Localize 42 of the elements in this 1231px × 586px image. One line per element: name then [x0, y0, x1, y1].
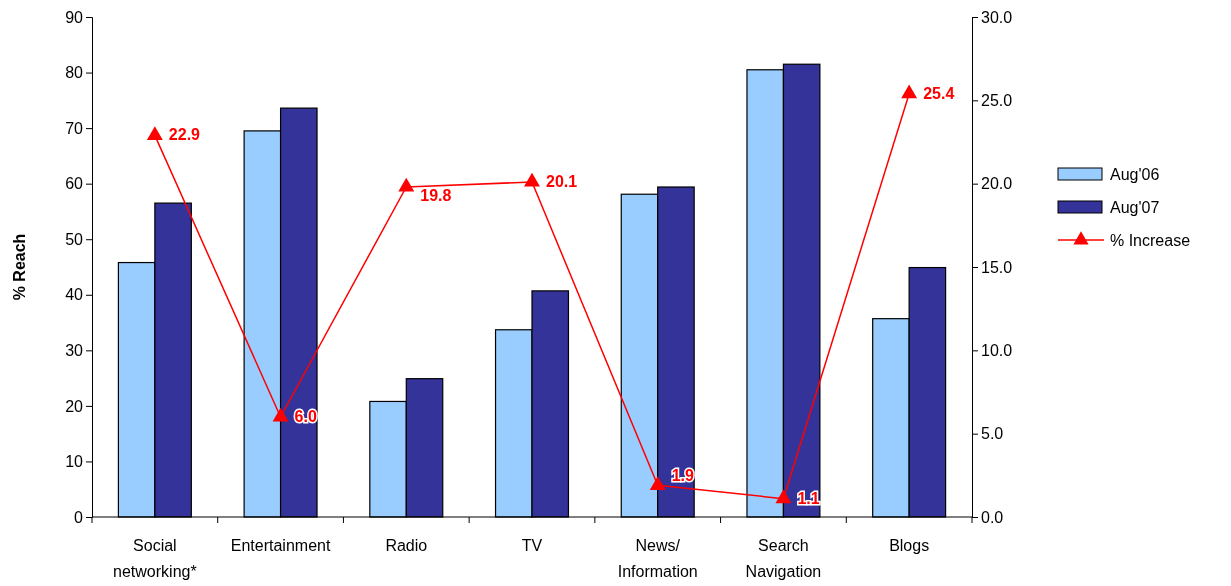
- y-tick-label: 80: [65, 64, 84, 82]
- x-tick-label: Search Navigation: [745, 537, 822, 580]
- y2-tick-label: 10.0: [981, 341, 1013, 359]
- legend-label: % Increase: [1110, 232, 1191, 249]
- legend-label: Aug'06: [1110, 166, 1160, 183]
- data-label: 20.1: [546, 173, 578, 190]
- y2-tick-label: 25.0: [981, 91, 1013, 109]
- point: [398, 177, 415, 192]
- x-tick-label: Radio: [385, 537, 428, 554]
- data-label: 25.4: [923, 84, 955, 102]
- x-tick-label: Social networking*: [113, 537, 197, 580]
- point: [775, 489, 792, 504]
- point: [524, 172, 540, 187]
- point: [901, 84, 918, 99]
- point: [146, 126, 163, 140]
- legend-label: Aug'07: [1110, 199, 1160, 216]
- y-tick-label: 90: [65, 8, 84, 26]
- data-label: 1.9: [671, 467, 695, 485]
- point: [272, 407, 289, 422]
- y-tick-label: 70: [65, 119, 84, 137]
- y-tick-label: 0: [74, 508, 84, 526]
- y-tick-label: 10: [65, 453, 84, 471]
- y2-tick-label: 15.0: [981, 258, 1013, 276]
- y-tick-label: 60: [65, 175, 84, 193]
- point: [649, 476, 666, 490]
- y2-tick-label: 30.0: [981, 8, 1013, 26]
- data-label: 6.0: [294, 408, 317, 425]
- y-tick-label: 20: [65, 397, 84, 415]
- y-tick-label: 30: [65, 341, 84, 359]
- y2-tick-label: 5.0: [981, 425, 1004, 443]
- x-tick-label: News/ Information: [617, 537, 698, 580]
- x-tick-label: Entertainment: [230, 537, 331, 554]
- y-tick-label: 50: [65, 230, 84, 248]
- data-label: 22.9: [168, 126, 201, 144]
- x-tick-label: Blogs: [889, 537, 930, 554]
- y-axis-title: % Reach: [11, 233, 28, 301]
- data-label: 1.1: [797, 489, 820, 507]
- data-label: 19.8: [420, 187, 452, 204]
- y2-tick-label: 0.0: [981, 508, 1004, 526]
- y-tick-label: 40: [65, 286, 84, 304]
- x-tick-label: TV: [521, 537, 543, 554]
- y2-tick-label: 20.0: [981, 175, 1013, 193]
